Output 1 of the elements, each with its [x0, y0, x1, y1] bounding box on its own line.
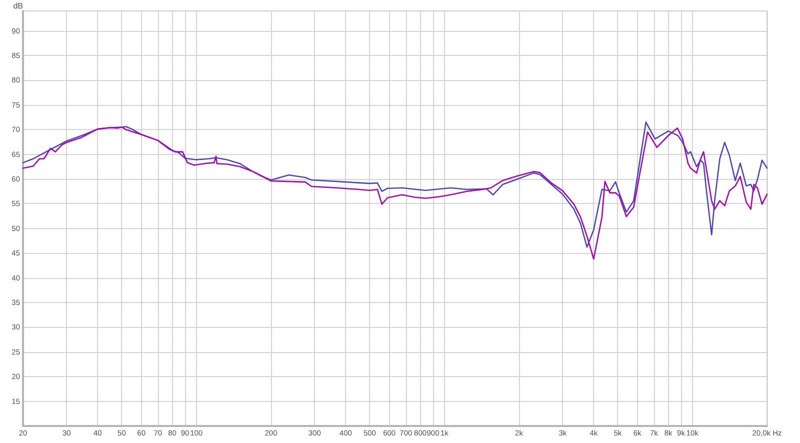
y-axis-title: dB [13, 2, 23, 10]
